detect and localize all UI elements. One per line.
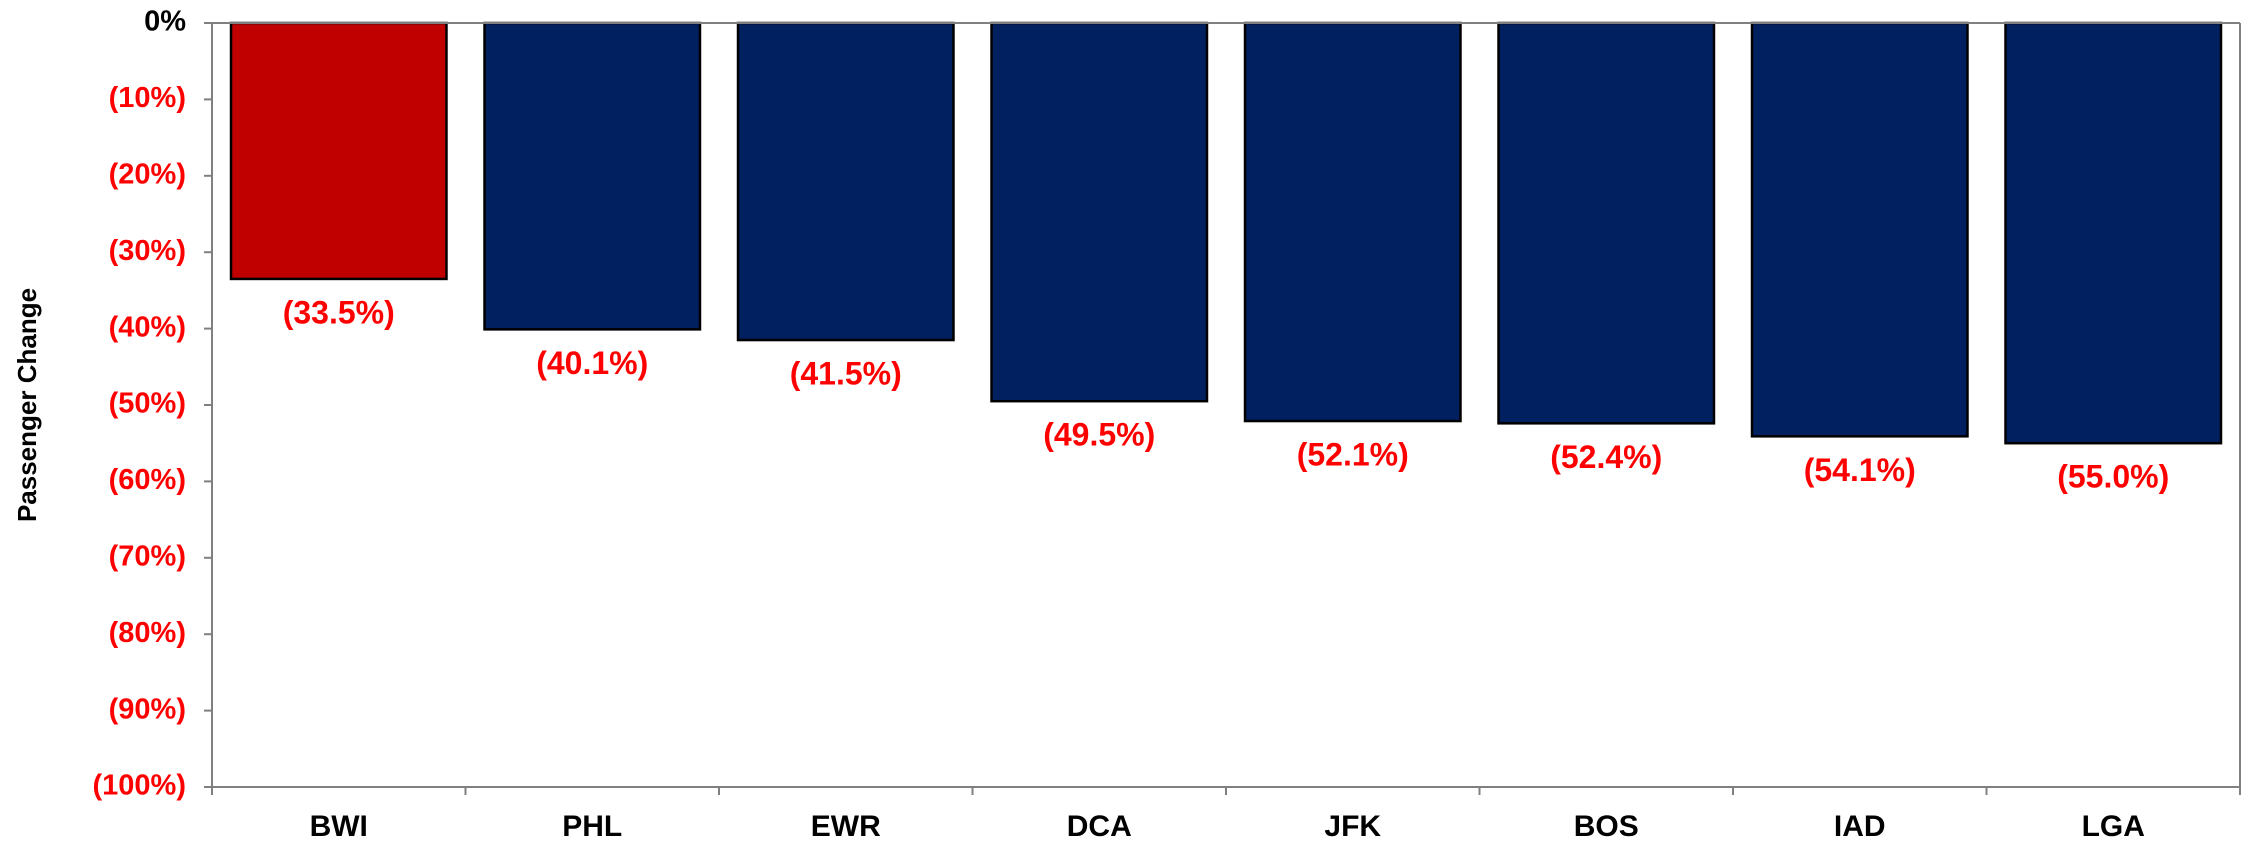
y-tick-label: (100%) [93, 770, 187, 802]
y-tick-label: 0% [144, 6, 186, 38]
x-tick-label: PHL [562, 810, 622, 843]
x-tick-label: EWR [811, 810, 881, 843]
bar [2004, 21, 2223, 445]
x-tick-label: LGA [2082, 810, 2145, 843]
y-tick-label: (60%) [109, 464, 186, 496]
bar [483, 21, 702, 331]
x-tick-label: JFK [1324, 810, 1381, 843]
y-tick-label: (30%) [109, 235, 186, 267]
data-label: (52.1%) [1297, 436, 1409, 472]
data-label: (41.5%) [790, 356, 902, 392]
y-tick-label: (90%) [109, 693, 186, 725]
x-tick-label: IAD [1834, 810, 1886, 843]
x-tick-label: BOS [1574, 810, 1639, 843]
y-tick-label: (80%) [109, 617, 186, 649]
data-label: (49.5%) [1043, 417, 1155, 453]
y-tick-label: (10%) [109, 82, 186, 114]
y-tick-label: (20%) [109, 158, 186, 190]
y-tick-label: (70%) [109, 540, 186, 572]
bar [1497, 21, 1716, 425]
bar [736, 21, 955, 342]
bar [1243, 21, 1462, 423]
bar [990, 21, 1209, 403]
data-label: (55.0%) [2057, 459, 2169, 495]
data-label: (40.1%) [536, 345, 648, 381]
y-tick-label: (40%) [109, 311, 186, 343]
data-label: (54.1%) [1804, 452, 1916, 488]
y-axis-title: Passenger Change [12, 288, 42, 522]
bar [229, 21, 448, 281]
x-tick-label: BWI [310, 810, 368, 843]
y-tick-label: (50%) [109, 388, 186, 420]
data-label: (52.4%) [1550, 439, 1662, 475]
bar [1750, 21, 1969, 438]
data-label: (33.5%) [283, 294, 395, 330]
x-tick-label: DCA [1067, 810, 1132, 843]
